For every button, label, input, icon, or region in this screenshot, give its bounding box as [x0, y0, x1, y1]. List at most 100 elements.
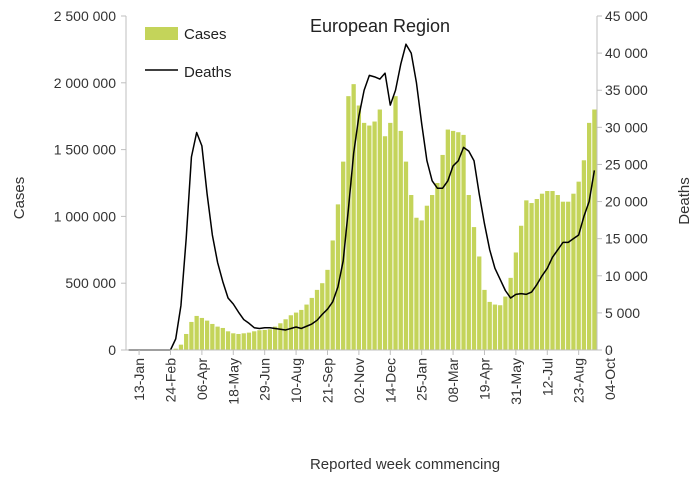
x-tick-label: 29-Jun [257, 358, 273, 401]
cases-bar [210, 323, 215, 350]
x-tick-label: 24-Feb [162, 358, 178, 403]
y-axis-title: Cases [11, 177, 28, 220]
cases-bar [257, 330, 262, 350]
cases-bar [372, 121, 377, 350]
cases-bar [524, 200, 529, 350]
cases-bar [571, 193, 576, 350]
cases-bar [440, 154, 445, 350]
y2-tick-label: 15 000 [605, 231, 648, 247]
cases-bar [529, 203, 534, 350]
axes [125, 16, 598, 351]
cases-bar [513, 252, 519, 350]
cases-bar [304, 304, 309, 350]
cases-bar [262, 329, 267, 350]
cases-bar [545, 191, 550, 350]
cases-bar [498, 305, 503, 350]
cases-bar [215, 326, 220, 350]
cases-bar [273, 326, 278, 350]
y2-tick-label: 25 000 [605, 156, 648, 172]
x-tick-label: 18-May [225, 358, 241, 405]
cases-bar [587, 122, 592, 350]
cases-bar [592, 109, 597, 351]
cases-bar [388, 122, 393, 350]
cases-bar [178, 344, 184, 350]
cases-bar [330, 240, 335, 350]
deaths-line-layer [128, 43, 596, 351]
tick-labels: 0 500 000 1 000 000 1 500 000 2 000 000 2 500… [54, 8, 648, 405]
y2-tick-label: 5 000 [605, 305, 640, 321]
x-tick-label: 08-Mar [445, 358, 461, 403]
cases-bar [435, 183, 440, 350]
cases-bar [382, 136, 388, 350]
x-tick-label: 25-Jan [414, 358, 430, 401]
cases-bar [566, 201, 571, 350]
cases-bar [293, 312, 299, 350]
cases-bar [335, 204, 341, 350]
cases-bar [189, 321, 194, 350]
cases-bar [367, 125, 372, 350]
cases-bar [477, 256, 482, 350]
cases-bar [194, 315, 199, 350]
y2-tick-label: 20 000 [605, 194, 648, 210]
cases-bar [299, 309, 304, 350]
y2-tick-label: 0 [605, 342, 613, 358]
cases-bar [550, 191, 555, 350]
cases-bar [461, 134, 466, 350]
cases-bar [231, 333, 236, 350]
cases-bar [471, 227, 477, 350]
y2-tick-label: 10 000 [605, 268, 648, 284]
cases-bar [225, 331, 231, 350]
x-tick-label: 10-Aug [288, 358, 304, 403]
cases-bar [283, 319, 288, 350]
x-tick-label: 19-Apr [476, 358, 492, 400]
cases-bar [445, 129, 450, 350]
x-tick-label: 04-Oct [602, 358, 618, 400]
x-tick-label: 31-May [508, 358, 524, 405]
cases-bar [430, 195, 435, 350]
cases-bar [409, 195, 414, 350]
cases-bar [199, 317, 205, 350]
cases-bar [492, 304, 498, 350]
x-tick-label: 23-Aug [571, 358, 587, 403]
x-tick-label: 06-Apr [194, 358, 210, 400]
cases-bar [393, 96, 398, 350]
y2-tick-label: 30 000 [605, 119, 648, 135]
x-tick-label: 13-Jan [131, 358, 147, 401]
cases-bar [555, 195, 560, 350]
cases-bar [419, 220, 424, 350]
cases-bar [184, 333, 189, 350]
cases-bar [534, 199, 539, 350]
cases-bar [241, 333, 246, 350]
cases-bar [356, 105, 362, 350]
cases-bar [403, 161, 409, 350]
x-tick-label: 12-Jul [539, 358, 555, 396]
y-tick-label: 2 000 000 [54, 75, 116, 91]
x-tick-label: 21-Sep [319, 358, 335, 403]
cases-bar [414, 217, 419, 350]
cases-bar [351, 84, 356, 350]
cases-bar [581, 160, 587, 350]
legend-deaths-label: Deaths [184, 64, 232, 81]
cases-bar [424, 205, 430, 350]
cases-bar [346, 96, 351, 350]
legend-cases-label: Cases [184, 26, 227, 43]
cases-bar [487, 301, 492, 350]
cases-bar [466, 195, 471, 350]
cases-bar [377, 109, 382, 351]
cases-bar [267, 329, 273, 350]
cases-bar [560, 201, 566, 350]
legend-cases-swatch [145, 27, 178, 40]
cases-bar [503, 296, 508, 350]
y-tick-label: 1 500 000 [54, 142, 116, 158]
cases-bar [482, 289, 487, 350]
x-tick-label: 14-Dec [382, 358, 398, 403]
cases-bars [173, 84, 597, 351]
cases-bar [236, 333, 241, 350]
y-tick-label: 1 000 000 [54, 208, 116, 224]
cases-bar [456, 132, 461, 350]
chart-title: European Region [310, 16, 450, 36]
cases-bar [220, 327, 225, 350]
cases-bar [288, 315, 293, 350]
y2-axis-title: Deaths [676, 177, 693, 225]
